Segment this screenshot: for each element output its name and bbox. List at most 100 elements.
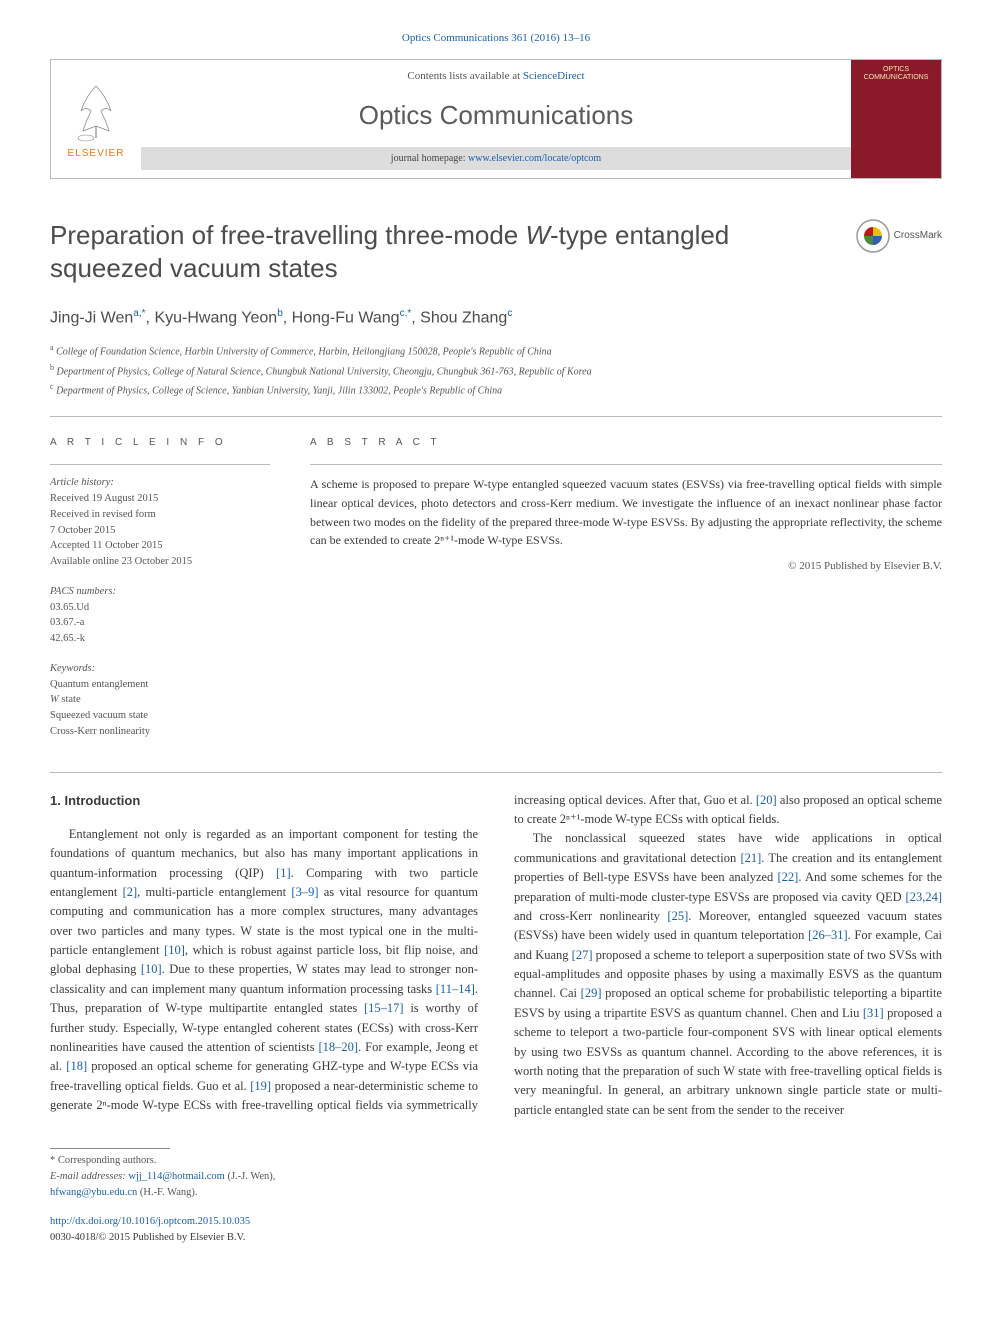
divider-body: [50, 772, 942, 773]
cite-22[interactable]: [22]: [778, 870, 799, 884]
abstract-column: A B S T R A C T A scheme is proposed to …: [310, 435, 942, 753]
email-2[interactable]: hfwang@ybu.edu.cn: [50, 1187, 137, 1198]
cite-26-31[interactable]: [26–31]: [808, 928, 848, 942]
cite-3-9[interactable]: [3–9]: [291, 885, 318, 899]
pacs-l1: 03.65.Ud: [50, 602, 89, 613]
crossmark-label: CrossMark: [894, 228, 942, 243]
cite-25[interactable]: [25]: [667, 909, 688, 923]
cite-15-17[interactable]: [15–17]: [364, 1001, 404, 1015]
kw-4: Cross-Kerr nonlinearity: [50, 726, 150, 737]
divider-abstract: [310, 464, 942, 465]
journal-cover-thumb: OPTICS COMMUNICATIONS: [851, 60, 941, 178]
pacs-hdr: PACS numbers:: [50, 584, 270, 600]
journal-header: ELSEVIER Contents lists available at Sci…: [50, 59, 942, 179]
cite-18-20[interactable]: [18–20]: [319, 1040, 359, 1054]
history-l2: Received in revised form: [50, 509, 156, 520]
email-1[interactable]: wjj_114@hotmail.com: [128, 1171, 224, 1182]
history-l5: Available online 23 October 2015: [50, 556, 192, 567]
affiliation-c: c Department of Physics, College of Scie…: [50, 381, 942, 398]
abstract-text: A scheme is proposed to prepare W-type e…: [310, 475, 942, 549]
cite-31[interactable]: [31]: [863, 1006, 884, 1020]
pacs-l3: 42.65.-k: [50, 633, 85, 644]
elsevier-tree-icon: [61, 76, 131, 146]
cite-19[interactable]: [19]: [250, 1079, 271, 1093]
keywords-hdr: Keywords:: [50, 661, 270, 677]
article-title: Preparation of free-travelling three-mod…: [50, 219, 844, 287]
p1c: , multi-particle entanglement: [137, 885, 291, 899]
abstract-label: A B S T R A C T: [310, 435, 942, 450]
article-history: Article history: Received 19 August 2015…: [50, 475, 270, 570]
email-1-who: (J.-J. Wen),: [225, 1171, 276, 1182]
elsevier-logo: ELSEVIER: [51, 60, 141, 178]
contents-lists-line: Contents lists available at ScienceDirec…: [407, 68, 584, 85]
cover-line2: COMMUNICATIONS: [864, 74, 929, 82]
footnote-block: * Corresponding authors. E-mail addresse…: [50, 1148, 942, 1200]
author-1: Jing-Ji Wen: [50, 309, 133, 326]
keywords-block: Keywords: Quantum entanglement W state S…: [50, 661, 270, 740]
email-label: E-mail addresses:: [50, 1171, 128, 1182]
history-hdr: Article history:: [50, 475, 270, 491]
homepage-line: journal homepage: www.elsevier.com/locat…: [141, 147, 851, 170]
author-1-star: *: [142, 308, 146, 319]
email-line: E-mail addresses: wjj_114@hotmail.com (J…: [50, 1169, 942, 1201]
affiliation-a: a College of Foundation Science, Harbin …: [50, 342, 942, 359]
issn-line: 0030-4018/© 2015 Published by Elsevier B…: [50, 1232, 245, 1243]
crossmark-badge[interactable]: CrossMark: [856, 219, 942, 253]
cite-10a[interactable]: [10]: [164, 943, 185, 957]
author-3: Hong-Fu Wang: [292, 309, 400, 326]
affiliation-c-text: Department of Physics, College of Scienc…: [56, 385, 502, 396]
p2i: proposed a scheme to teleport a two-part…: [514, 1006, 942, 1117]
homepage-link[interactable]: www.elsevier.com/locate/optcom: [468, 153, 601, 164]
doi-block: http://dx.doi.org/10.1016/j.optcom.2015.…: [50, 1214, 942, 1246]
author-list: Jing-Ji Wena,*, Kyu-Hwang Yeonb, Hong-Fu…: [50, 306, 942, 330]
affiliation-b-text: Department of Physics, College of Natura…: [57, 366, 592, 377]
pacs-l2: 03.67.-a: [50, 617, 84, 628]
divider-info: [50, 464, 270, 465]
divider-top: [50, 416, 942, 417]
cover-line1: OPTICS: [864, 66, 929, 74]
pacs-block: PACS numbers: 03.65.Ud 03.67.-a 42.65.-k: [50, 584, 270, 647]
homepage-prefix: journal homepage:: [391, 153, 468, 164]
cite-20[interactable]: [20]: [756, 793, 777, 807]
journal-name: Optics Communications: [359, 96, 634, 135]
header-center: Contents lists available at ScienceDirec…: [141, 60, 851, 178]
paragraph-2: The nonclassical squeezed states have wi…: [514, 829, 942, 1120]
affiliation-a-text: College of Foundation Science, Harbin Un…: [56, 347, 552, 358]
email-2-who: (H.-F. Wang).: [137, 1187, 197, 1198]
author-3-star: *: [407, 308, 411, 319]
elsevier-wordmark: ELSEVIER: [68, 146, 125, 161]
cite-21[interactable]: [21]: [740, 851, 761, 865]
crossmark-icon: [856, 219, 890, 253]
title-w: W: [525, 220, 550, 250]
history-l4: Accepted 11 October 2015: [50, 540, 162, 551]
section-1-heading: 1. Introduction: [50, 791, 478, 811]
p2d: and cross-Kerr nonlinearity: [514, 909, 667, 923]
affiliation-b: b Department of Physics, College of Natu…: [50, 362, 942, 379]
cite-11-14[interactable]: [11–14]: [436, 982, 475, 996]
doi-link[interactable]: http://dx.doi.org/10.1016/j.optcom.2015.…: [50, 1216, 250, 1227]
cite-18[interactable]: [18]: [66, 1059, 87, 1073]
author-2: Kyu-Hwang Yeon: [154, 309, 277, 326]
author-4-aff: c: [507, 308, 512, 319]
cite-10b[interactable]: [10]: [141, 962, 162, 976]
sciencedirect-link[interactable]: ScienceDirect: [523, 70, 585, 82]
cite-29[interactable]: [29]: [581, 986, 602, 1000]
body-columns: 1. Introduction Entanglement not only is…: [50, 791, 942, 1120]
footnote-rule: [50, 1148, 170, 1149]
author-4: Shou Zhang: [420, 309, 507, 326]
kw-2: W state: [50, 694, 81, 705]
kw-3: Squeezed vacuum state: [50, 710, 148, 721]
article-info-column: A R T I C L E I N F O Article history: R…: [50, 435, 270, 753]
history-l3: 7 October 2015: [50, 525, 115, 536]
author-1-aff: a,: [133, 308, 141, 319]
cite-1[interactable]: [1]: [276, 866, 291, 880]
kw-1: Quantum entanglement: [50, 679, 148, 690]
author-2-aff: b: [277, 308, 283, 319]
cite-2[interactable]: [2]: [123, 885, 138, 899]
copyright-line: © 2015 Published by Elsevier B.V.: [310, 558, 942, 575]
cite-27[interactable]: [27]: [572, 948, 593, 962]
contents-prefix: Contents lists available at: [407, 70, 522, 82]
journal-reference: Optics Communications 361 (2016) 13–16: [50, 30, 942, 47]
cite-23-24[interactable]: [23,24]: [906, 890, 942, 904]
history-l1: Received 19 August 2015: [50, 493, 158, 504]
